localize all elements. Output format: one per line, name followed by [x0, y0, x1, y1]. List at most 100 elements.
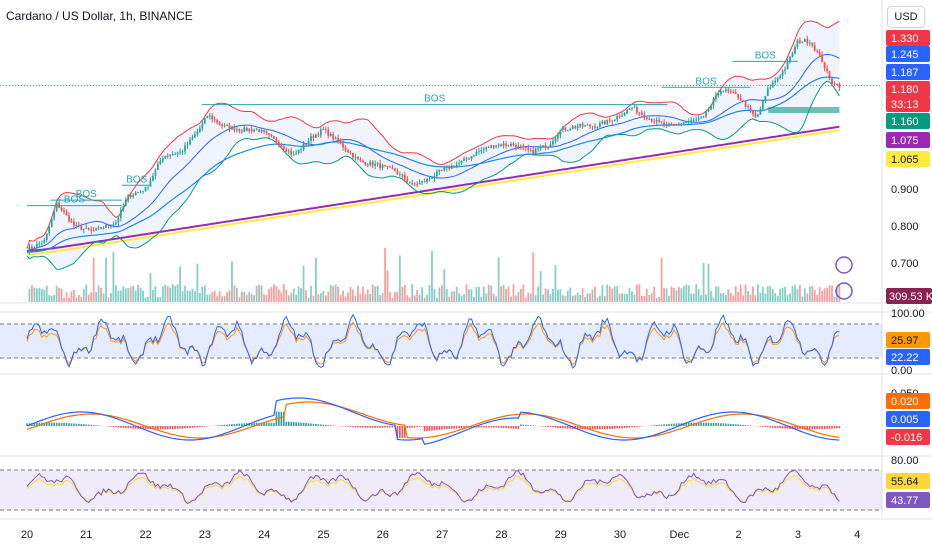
candle-body: [697, 118, 700, 120]
macd-histogram-bar: [411, 426, 414, 428]
candle-body: [633, 107, 636, 108]
volume-bar: [500, 286, 503, 302]
candles: [28, 35, 841, 255]
currency-button[interactable]: USD: [887, 6, 925, 28]
volume-bar: [31, 285, 33, 302]
candle-body: [826, 68, 828, 72]
candle-body: [142, 191, 144, 193]
candle-body: [344, 147, 347, 150]
volume-bar: [223, 295, 226, 302]
candle-body: [423, 181, 426, 183]
macd-histogram-bar: [327, 425, 330, 426]
candle-body: [253, 129, 256, 132]
price-badge-text: 1.075: [891, 135, 919, 147]
volume-bar: [754, 295, 757, 302]
macd-histogram-bar: [33, 422, 36, 426]
candle-body: [668, 123, 670, 125]
macd-histogram-bar: [302, 422, 305, 426]
candle-body: [413, 183, 416, 185]
candle-body: [75, 224, 78, 226]
candle-body: [734, 92, 737, 95]
candle-body: [702, 116, 705, 118]
candle-body: [495, 145, 498, 148]
macd-histogram-bar: [399, 426, 401, 439]
candle-body: [273, 136, 275, 139]
price-badge: [886, 151, 930, 167]
candle-body: [189, 139, 191, 145]
macd-histogram-bar: [124, 426, 127, 429]
candle-body: [327, 129, 330, 136]
macd-histogram-bar: [816, 426, 818, 430]
volume-bar: [712, 297, 715, 302]
volume-bar: [152, 290, 154, 302]
oscillator-badge: [886, 429, 930, 445]
volume-bar: [97, 285, 100, 302]
candle-body: [55, 202, 58, 211]
candle-body: [198, 128, 201, 132]
candle-body: [411, 183, 414, 185]
macd-histogram-bar: [107, 426, 110, 427]
candle-body: [707, 109, 710, 112]
candle-body: [559, 129, 562, 136]
candle-body: [566, 129, 569, 131]
volume-bar: [742, 295, 745, 302]
volume-bar: [295, 294, 298, 302]
macd-histogram-bar: [162, 426, 164, 430]
macd-histogram-bar: [243, 423, 246, 426]
macd-histogram-bar: [678, 423, 680, 426]
macd-histogram-bar: [280, 411, 283, 426]
candle-body: [238, 129, 241, 132]
macd-histogram-bar: [55, 422, 58, 426]
volume-bar: [589, 293, 591, 302]
candle-body: [460, 160, 463, 164]
volume-bar: [181, 290, 184, 302]
candle-body: [653, 121, 656, 123]
macd-histogram-bar: [544, 426, 547, 427]
candle-body: [169, 154, 172, 156]
volume-bar: [95, 292, 98, 302]
candle-body: [586, 124, 589, 126]
volume-bar: [312, 295, 315, 302]
macd-histogram-bar: [673, 423, 675, 426]
volume-bar: [794, 285, 796, 302]
candle-body: [191, 137, 194, 140]
macd-histogram-bar: [510, 426, 512, 429]
volume-bar: [226, 292, 228, 302]
volume-bar: [645, 288, 648, 302]
volume-bar: [356, 285, 359, 302]
candle-body: [816, 50, 819, 52]
volume-bar: [598, 295, 601, 302]
macd-histogram-bar: [431, 426, 433, 431]
volume-bar: [213, 290, 216, 302]
volume-bar: [724, 294, 727, 302]
volume-bar: [443, 269, 446, 302]
macd-histogram-bar: [357, 426, 359, 428]
volume-bar: [174, 286, 177, 302]
candle-body: [92, 230, 95, 232]
volume-bar: [613, 286, 616, 302]
volume-bar: [685, 284, 688, 302]
candle-body: [339, 141, 342, 144]
candle-body: [724, 89, 727, 91]
candle-body: [719, 90, 722, 94]
macd-histogram-bar: [586, 426, 589, 430]
alert-icon: [835, 256, 853, 274]
volume-bar: [179, 266, 181, 302]
macd-histogram-bar: [68, 423, 70, 426]
volume-bar: [161, 286, 164, 302]
macd-histogram-bar: [426, 426, 428, 431]
volume-bar: [507, 286, 510, 302]
volume-bar: [818, 287, 821, 302]
volume-bar: [475, 287, 478, 302]
candle-body: [801, 41, 804, 43]
volume-bar: [376, 285, 379, 302]
macd-histogram-bar: [483, 426, 485, 428]
candle-body: [631, 107, 633, 109]
volume-bar: [129, 286, 132, 302]
volume-bar: [403, 285, 406, 302]
candle-body: [584, 125, 586, 127]
candle-body: [245, 127, 248, 132]
candle-body: [537, 148, 540, 150]
candle-body: [687, 121, 690, 123]
